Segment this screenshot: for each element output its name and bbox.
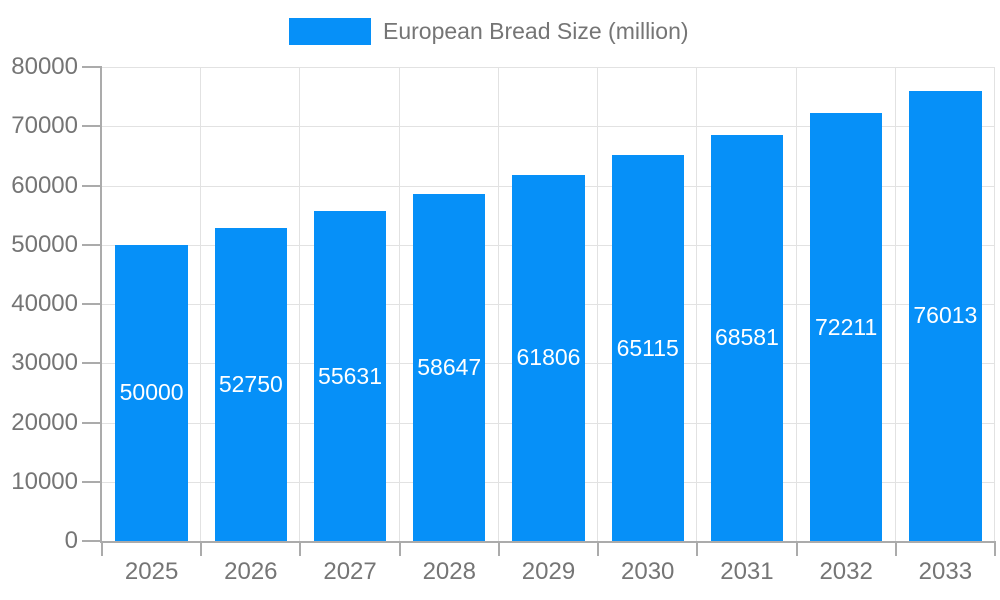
x-tick-1: [200, 541, 203, 556]
bar-value-label: 76013: [913, 302, 978, 329]
plot-area: 50000 52750 55631 58647 61806 65115 68581 72211…: [100, 67, 995, 543]
bar-2033[interactable]: 76013: [909, 90, 982, 541]
x-tick-label-2027: 2027: [323, 558, 377, 585]
x-tick-6: [696, 541, 699, 556]
x-tick-5: [597, 541, 600, 556]
bar-2032[interactable]: 72211: [809, 113, 883, 541]
y-tick-70000: [82, 125, 102, 128]
y-tick-label-50000: 50000: [11, 230, 78, 258]
y-gridline-70000: [102, 126, 995, 128]
x-tick-7: [795, 541, 798, 556]
y-tick-label-40000: 40000: [11, 290, 78, 317]
x-tick-label-2031: 2031: [720, 558, 774, 585]
bar-value-label: 65115: [616, 334, 679, 361]
y-tick-label-0: 0: [64, 527, 78, 554]
x-gridline-9: [994, 67, 995, 541]
x-tick-3: [398, 541, 401, 556]
bar-value-label: 52750: [218, 371, 283, 398]
x-gridline-4: [497, 67, 499, 541]
y-tick-20000: [82, 421, 102, 424]
bar-2029[interactable]: 61806: [512, 174, 585, 541]
bar-2026[interactable]: 52750: [214, 228, 288, 541]
x-gridline-8: [894, 67, 896, 541]
x-tick-4: [497, 541, 500, 556]
y-tick-label-70000: 70000: [11, 112, 78, 140]
x-tick-label-2029: 2029: [521, 558, 576, 585]
y-tick-0: [82, 540, 102, 542]
x-gridline-3: [398, 67, 400, 541]
x-gridline-5: [597, 67, 599, 541]
x-tick-2: [299, 541, 302, 556]
bar-value-label: 68581: [714, 324, 779, 351]
bar-value-label: 50000: [119, 379, 184, 406]
x-tick-label-2032: 2032: [819, 558, 873, 585]
y-tick-10000: [82, 480, 102, 483]
bar-2027[interactable]: 55631: [313, 211, 387, 541]
bar-2030[interactable]: 65115: [611, 155, 684, 541]
x-gridline-7: [795, 67, 797, 541]
bar-value-label: 61806: [516, 344, 581, 371]
x-tick-label-2025: 2025: [124, 558, 179, 585]
y-tick-label-30000: 30000: [11, 349, 78, 377]
y-tick-label-20000: 20000: [11, 408, 78, 436]
x-tick-label-2026: 2026: [224, 558, 278, 585]
x-tick-0: [101, 541, 103, 556]
y-tick-80000: [82, 66, 102, 68]
y-tick-label-80000: 80000: [11, 53, 78, 80]
x-tick-label-2028: 2028: [422, 558, 476, 585]
x-tick-9: [994, 541, 996, 556]
bar-value-label: 55631: [318, 362, 383, 389]
y-tick-30000: [82, 362, 102, 365]
y-tick-label-60000: 60000: [11, 171, 78, 199]
legend-label: European Bread Size (million): [383, 17, 689, 44]
x-tick-8: [894, 541, 897, 556]
bar-value-label: 72211: [815, 313, 878, 340]
y-tick-50000: [82, 243, 102, 246]
x-tick-label-2030: 2030: [621, 558, 675, 585]
x-gridline-1: [200, 67, 202, 541]
bar-2025[interactable]: 50000: [115, 244, 188, 541]
x-gridline-6: [696, 67, 698, 541]
legend-swatch: [289, 17, 371, 45]
y-tick-label-10000: 10000: [11, 467, 78, 495]
y-gridline-80000: [102, 67, 995, 68]
y-tick-60000: [82, 184, 102, 187]
bar-2031[interactable]: 68581: [710, 134, 784, 541]
x-tick-label-2033: 2033: [918, 558, 973, 585]
x-gridline-2: [299, 67, 301, 541]
y-tick-40000: [82, 303, 102, 305]
legend[interactable]: European Bread Size (million): [289, 16, 689, 46]
bar-2028[interactable]: 58647: [413, 193, 486, 541]
bar-value-label: 58647: [417, 353, 482, 380]
